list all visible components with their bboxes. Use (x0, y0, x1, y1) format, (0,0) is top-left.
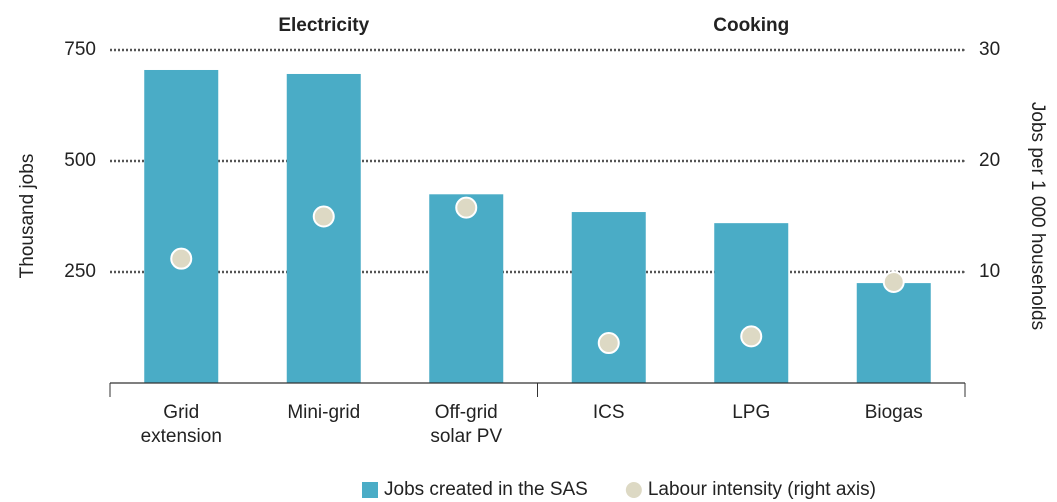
bar (571, 212, 646, 383)
x-tick-label: Grid extension (141, 402, 222, 447)
group-label: Cooking (713, 15, 789, 36)
y-tick-label: 750 (64, 39, 96, 60)
x-tick-label: Off-grid solar PV (430, 402, 502, 447)
bar (429, 194, 504, 383)
legend-label: Labour intensity (right axis) (648, 479, 876, 500)
bar (144, 69, 219, 383)
bar (856, 283, 931, 383)
dot (740, 325, 763, 348)
dot (312, 205, 335, 228)
bar (714, 223, 789, 383)
y-tick-label: 500 (64, 150, 96, 171)
dot (882, 270, 905, 293)
y2-axis-label: Jobs per 1 000 households (1027, 102, 1048, 330)
dot (455, 196, 478, 219)
x-tick-label: Mini-grid (287, 402, 360, 423)
legend-label: Jobs created in the SAS (384, 479, 588, 500)
bar (286, 73, 361, 383)
y2-tick-label: 30 (979, 39, 1000, 60)
y2-tick-label: 20 (979, 150, 1000, 171)
y-tick-label: 250 (64, 261, 96, 282)
legend-swatch (362, 482, 378, 498)
x-tick-label: ICS (593, 402, 625, 423)
dot (597, 332, 620, 355)
y2-tick-label: 10 (979, 261, 1000, 282)
y-axis-label: Thousand jobs (17, 154, 38, 279)
x-tick-label: Biogas (865, 402, 923, 423)
group-label: Electricity (278, 15, 369, 36)
dot (170, 247, 193, 270)
x-tick-label: LPG (732, 402, 770, 423)
legend-swatch (625, 482, 642, 498)
